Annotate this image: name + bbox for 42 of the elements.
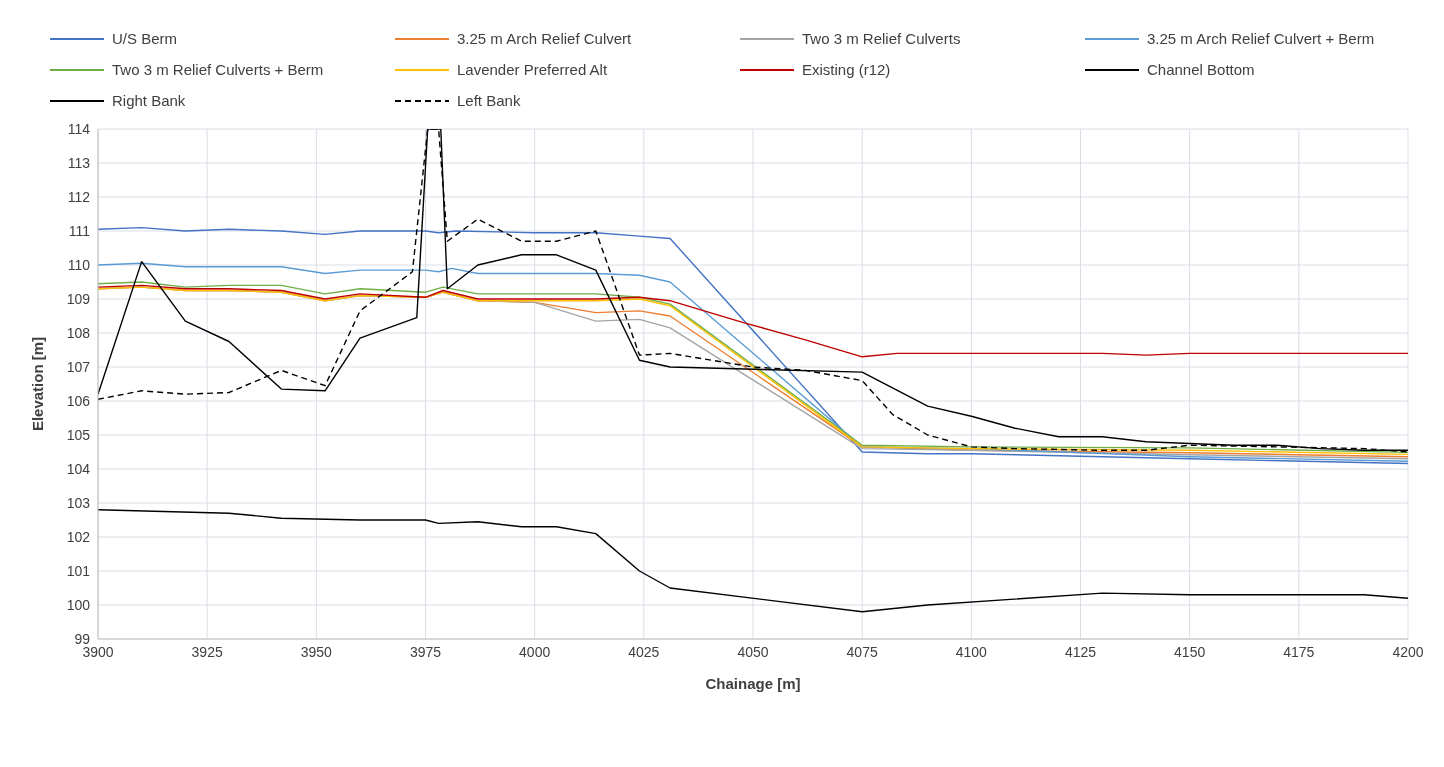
y-tick-label: 111 — [68, 222, 91, 239]
y-tick-label: 103 — [66, 494, 91, 511]
legend-label: Two 3 m Relief Culverts — [802, 30, 961, 47]
x-tick-label: 4100 — [955, 643, 988, 660]
y-tick-label: 110 — [67, 256, 91, 273]
y-tick-label: 108 — [66, 324, 91, 341]
y-tick-label: 114 — [67, 120, 91, 137]
y-tick-label: 112 — [67, 188, 91, 205]
y-tick-label: 105 — [66, 426, 91, 443]
y-tick-label: 109 — [66, 290, 91, 307]
legend-label: 3.25 m Arch Relief Culvert — [457, 30, 632, 47]
x-tick-label: 3950 — [300, 643, 333, 660]
x-tick-label: 3975 — [409, 643, 442, 660]
legend-label: Right Bank — [112, 92, 186, 109]
y-tick-label: 100 — [66, 596, 91, 613]
legend-label: U/S Berm — [112, 30, 178, 47]
x-tick-label: 4150 — [1174, 643, 1206, 660]
y-tick-label: 113 — [67, 154, 91, 171]
y-axis-title: Elevation [m] — [29, 336, 47, 432]
x-tick-label: 4000 — [519, 643, 551, 660]
y-tick-label: 104 — [66, 460, 91, 477]
x-tick-label: 3925 — [191, 643, 223, 660]
line-series — [98, 284, 1408, 358]
x-axis-title: Chainage [m] — [705, 675, 801, 692]
x-tick-label: 4025 — [628, 643, 660, 660]
legend-label: Two 3 m Relief Culverts + Berm — [112, 61, 324, 78]
legend-label: Lavender Preferred Alt — [457, 61, 608, 78]
legend-label: Left Bank — [457, 92, 521, 109]
legend-label: Existing (r12) — [802, 61, 891, 78]
x-tick-label: 4125 — [1064, 643, 1097, 660]
x-tick-label: 4200 — [1392, 643, 1424, 660]
line-series — [98, 226, 1408, 465]
legend-label: 3.25 m Arch Relief Culvert + Berm — [1147, 30, 1375, 47]
y-tick-label: 101 — [66, 562, 91, 579]
x-tick-label: 4075 — [846, 643, 878, 660]
y-tick-label: 107 — [66, 358, 91, 375]
y-tick-label: 102 — [66, 528, 91, 545]
y-tick-label: 106 — [66, 392, 91, 409]
x-tick-label: 4050 — [737, 643, 769, 660]
legend-label: Channel Bottom — [1147, 61, 1255, 78]
x-tick-label: 4175 — [1283, 643, 1315, 660]
line-series — [98, 509, 1408, 613]
